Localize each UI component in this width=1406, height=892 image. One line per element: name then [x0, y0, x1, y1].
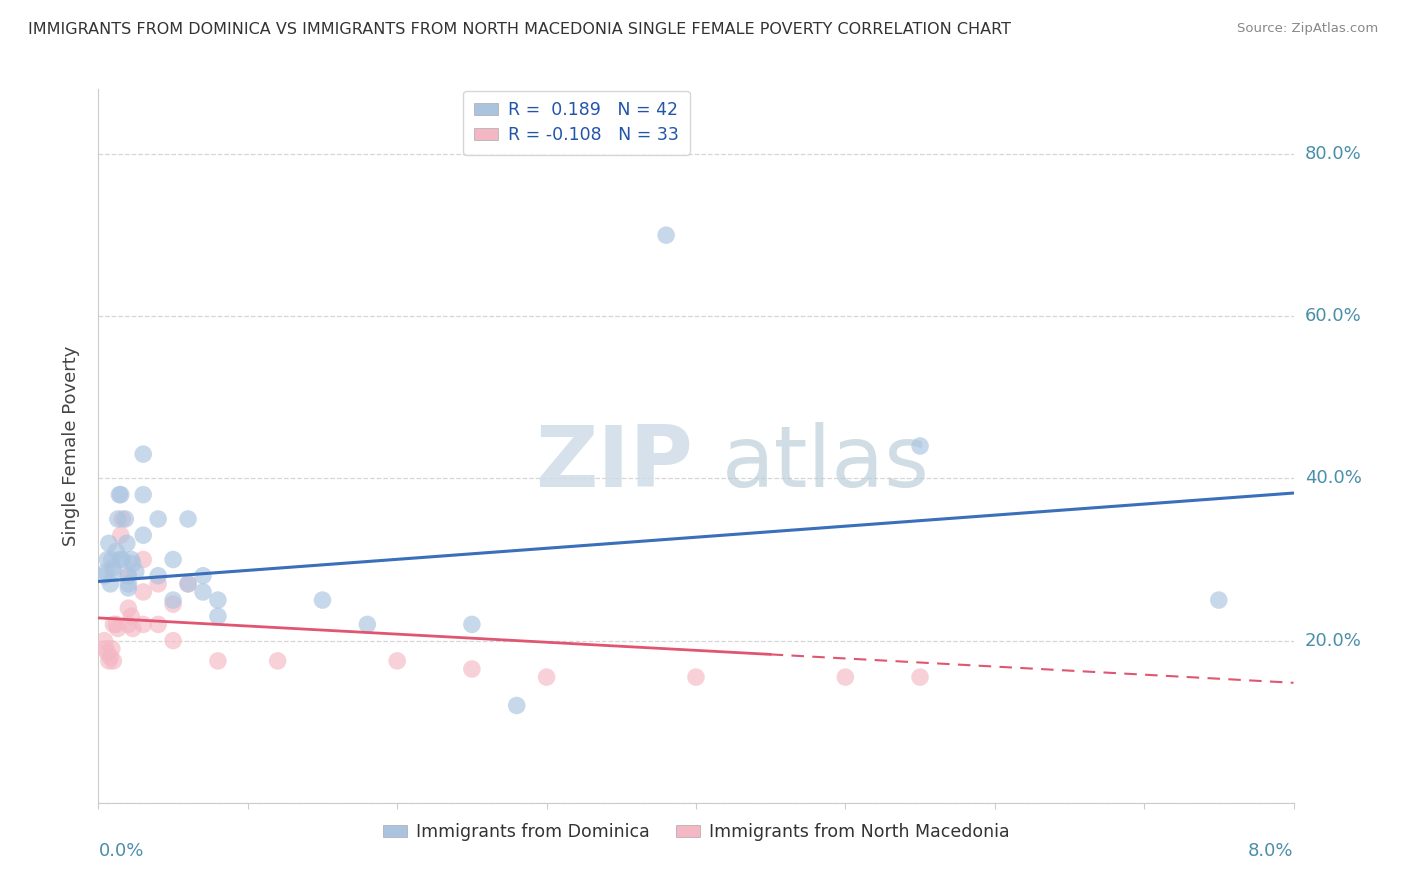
- Point: [267, 654, 290, 668]
- Point: [115, 536, 138, 550]
- Point: [103, 617, 125, 632]
- Point: [110, 488, 132, 502]
- Point: [97, 654, 120, 668]
- Point: [132, 617, 155, 632]
- Point: [114, 512, 136, 526]
- Point: [655, 228, 678, 243]
- Point: [117, 568, 139, 582]
- Point: [110, 552, 132, 566]
- Text: 40.0%: 40.0%: [1305, 469, 1361, 487]
- Point: [162, 597, 184, 611]
- Point: [177, 577, 200, 591]
- Point: [908, 670, 931, 684]
- Point: [385, 654, 409, 668]
- Text: atlas: atlas: [723, 422, 931, 506]
- Point: [108, 488, 131, 502]
- Point: [121, 622, 143, 636]
- Point: [356, 617, 378, 632]
- Text: 0.0%: 0.0%: [98, 842, 143, 860]
- Point: [103, 654, 125, 668]
- Point: [117, 617, 139, 632]
- Point: [536, 670, 558, 684]
- Point: [98, 577, 122, 591]
- Point: [93, 633, 115, 648]
- Point: [191, 585, 214, 599]
- Legend: Immigrants from Dominica, Immigrants from North Macedonia: Immigrants from Dominica, Immigrants fro…: [375, 816, 1017, 847]
- Point: [207, 654, 229, 668]
- Point: [908, 439, 931, 453]
- Point: [506, 698, 529, 713]
- Text: 20.0%: 20.0%: [1305, 632, 1361, 649]
- Point: [103, 560, 125, 574]
- Point: [94, 641, 117, 656]
- Point: [148, 568, 170, 582]
- Point: [311, 593, 333, 607]
- Text: IMMIGRANTS FROM DOMINICA VS IMMIGRANTS FROM NORTH MACEDONIA SINGLE FEMALE POVERT: IMMIGRANTS FROM DOMINICA VS IMMIGRANTS F…: [28, 22, 1011, 37]
- Point: [685, 670, 707, 684]
- Point: [94, 565, 117, 579]
- Point: [148, 512, 170, 526]
- Text: 60.0%: 60.0%: [1305, 307, 1361, 326]
- Point: [101, 641, 124, 656]
- Point: [117, 568, 139, 582]
- Point: [132, 528, 155, 542]
- Point: [162, 552, 184, 566]
- Point: [132, 488, 155, 502]
- Point: [132, 552, 155, 566]
- Point: [132, 585, 155, 599]
- Point: [110, 528, 132, 542]
- Point: [148, 577, 170, 591]
- Point: [101, 552, 124, 566]
- Point: [97, 536, 120, 550]
- Point: [98, 649, 122, 664]
- Point: [111, 552, 134, 566]
- Text: Source: ZipAtlas.com: Source: ZipAtlas.com: [1237, 22, 1378, 36]
- Point: [1208, 593, 1230, 607]
- Text: 8.0%: 8.0%: [1249, 842, 1294, 860]
- Point: [107, 512, 129, 526]
- Point: [93, 568, 115, 582]
- Point: [207, 593, 229, 607]
- Point: [177, 512, 200, 526]
- Point: [105, 544, 128, 558]
- Point: [120, 552, 142, 566]
- Point: [461, 662, 484, 676]
- Point: [132, 447, 155, 461]
- Point: [117, 601, 139, 615]
- Point: [121, 557, 143, 571]
- Point: [111, 512, 134, 526]
- Point: [96, 552, 118, 566]
- Point: [125, 565, 148, 579]
- Point: [162, 593, 184, 607]
- Point: [107, 622, 129, 636]
- Point: [117, 577, 139, 591]
- Point: [148, 617, 170, 632]
- Point: [96, 646, 118, 660]
- Point: [105, 617, 128, 632]
- Point: [191, 568, 214, 582]
- Point: [117, 581, 139, 595]
- Point: [461, 617, 484, 632]
- Y-axis label: Single Female Poverty: Single Female Poverty: [62, 346, 80, 546]
- Text: ZIP: ZIP: [534, 422, 692, 506]
- Text: 80.0%: 80.0%: [1305, 145, 1361, 163]
- Point: [120, 609, 142, 624]
- Point: [162, 633, 184, 648]
- Point: [177, 577, 200, 591]
- Point: [103, 565, 125, 579]
- Point: [207, 609, 229, 624]
- Point: [834, 670, 856, 684]
